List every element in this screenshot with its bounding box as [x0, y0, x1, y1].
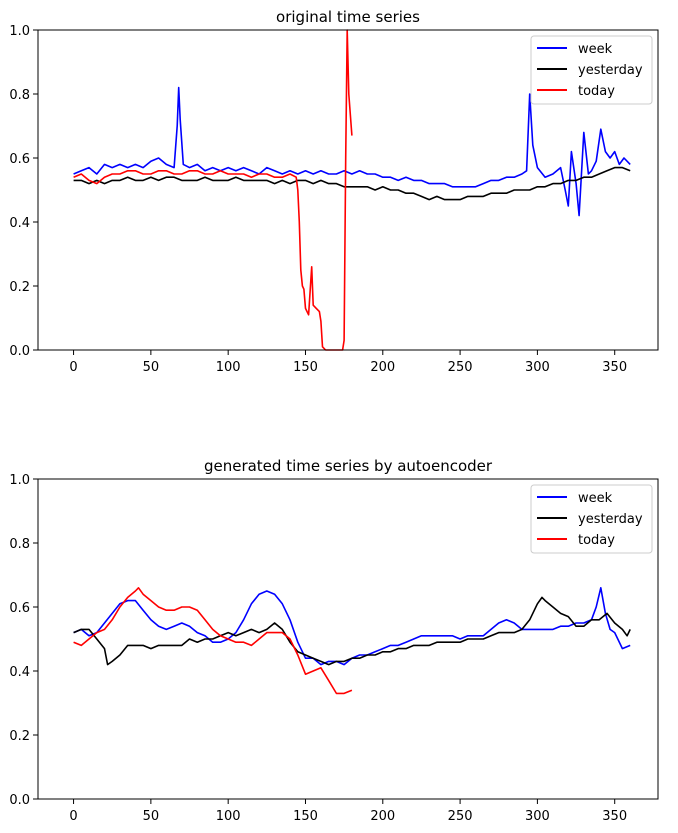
x-tick-label: 200	[370, 809, 395, 824]
x-tick-label: 150	[293, 360, 318, 375]
chart-generated-time-series: generated time series by autoencoder 0 50…	[9, 457, 659, 824]
legend: week yesterday today	[530, 35, 653, 105]
x-tick-label: 50	[143, 360, 160, 375]
series-line-today	[73, 29, 353, 351]
series-line-today	[73, 587, 353, 695]
chart-title: original time series	[276, 8, 420, 26]
series-line-week	[73, 587, 631, 666]
x-tick-label: 50	[143, 809, 160, 824]
chart-title: generated time series by autoencoder	[204, 457, 493, 475]
x-tick-label: 250	[448, 809, 473, 824]
x-axis-ticks: 0 50 100 150 200 250 300 350	[69, 350, 627, 375]
y-tick-label: 0.6	[9, 601, 30, 616]
x-tick-label: 0	[69, 360, 77, 375]
y-tick-label: 0.0	[9, 793, 30, 808]
legend-yesterday-label: yesterday	[578, 63, 643, 78]
x-tick-label: 350	[602, 809, 627, 824]
legend-today-label: today	[578, 533, 615, 548]
x-tick-label: 300	[525, 809, 550, 824]
y-tick-label: 0.2	[9, 729, 30, 744]
y-tick-label: 1.0	[9, 24, 30, 39]
series-lines	[73, 587, 631, 695]
x-tick-label: 300	[525, 360, 550, 375]
x-tick-label: 100	[216, 360, 241, 375]
y-tick-label: 0.4	[9, 665, 30, 680]
chart-original-time-series: original time series 0 50 100 150 200 250 300 3…	[9, 8, 659, 375]
y-axis-ticks: 0.0 0.2 0.4 0.6 0.8 1.0	[9, 24, 38, 359]
legend-yesterday-label: yesterday	[578, 512, 643, 527]
y-axis-ticks: 0.0 0.2 0.4 0.6 0.8 1.0	[9, 473, 38, 808]
series-line-week	[73, 86, 631, 217]
series-line-yesterday	[73, 166, 631, 201]
axes-frame	[37, 478, 659, 800]
x-tick-label: 350	[602, 360, 627, 375]
series-line-yesterday	[73, 596, 631, 666]
x-tick-label: 100	[216, 809, 241, 824]
x-tick-label: 250	[448, 360, 473, 375]
y-tick-label: 0.8	[9, 88, 30, 103]
y-tick-label: 0.0	[9, 344, 30, 359]
legend-box	[530, 35, 653, 105]
y-tick-label: 1.0	[9, 473, 30, 488]
axes-frame	[37, 29, 659, 351]
x-tick-label: 200	[370, 360, 395, 375]
y-tick-label: 0.2	[9, 280, 30, 295]
legend-box	[530, 484, 653, 554]
y-tick-label: 0.6	[9, 152, 30, 167]
legend: week yesterday today	[530, 484, 653, 554]
legend-week-label: week	[578, 42, 613, 57]
x-axis-ticks: 0 50 100 150 200 250 300 350	[69, 799, 627, 824]
legend-today-label: today	[578, 84, 615, 99]
y-tick-label: 0.8	[9, 537, 30, 552]
x-tick-label: 0	[69, 809, 77, 824]
legend-week-label: week	[578, 491, 613, 506]
series-lines	[73, 29, 631, 351]
y-tick-label: 0.4	[9, 216, 30, 231]
x-tick-label: 150	[293, 809, 318, 824]
